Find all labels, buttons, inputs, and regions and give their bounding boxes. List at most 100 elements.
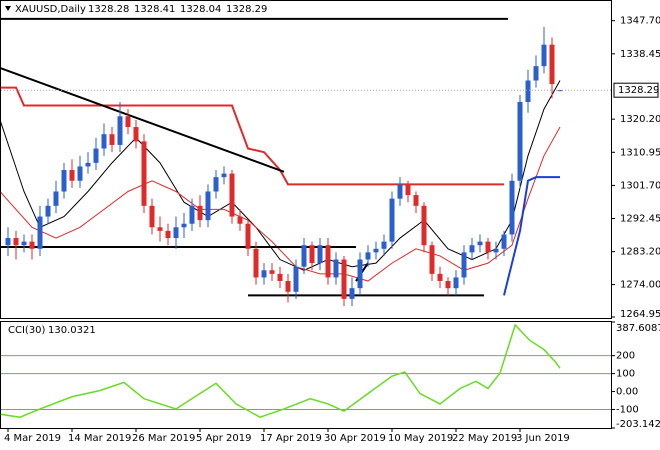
candle-body (157, 227, 163, 231)
candle-body (405, 184, 411, 196)
candle-body (293, 266, 299, 292)
ohlc-value: 1328.04 (180, 4, 221, 15)
candle-body (389, 198, 395, 242)
cci-value: 130.0321 (48, 325, 96, 336)
candle-body (221, 173, 227, 178)
cci-tick-label: 387.6087 (616, 323, 660, 334)
x-tick-label: 5 Apr 2019 (196, 433, 251, 444)
candle-body (5, 238, 11, 246)
x-tick-label: 26 Mar 2019 (132, 433, 195, 444)
candle-body (309, 245, 315, 264)
candle-body (261, 270, 267, 278)
candle-body (285, 281, 291, 292)
ohlc-value: 1328.28 (88, 4, 129, 15)
candle-body (357, 259, 363, 289)
x-tick-label: 17 Apr 2019 (260, 433, 322, 444)
candle-body (253, 248, 259, 278)
candle-body (301, 245, 307, 267)
candle-body (349, 288, 355, 299)
candle-body (109, 134, 115, 145)
candle-body (325, 245, 331, 278)
candle-body (469, 245, 475, 253)
candle-body (525, 80, 531, 102)
candle-body (237, 216, 243, 224)
candle-body (29, 241, 35, 249)
candle-body (509, 180, 515, 235)
x-tick-label: 3 Jun 2019 (516, 433, 570, 444)
y-tick-label: 1347.70 (620, 16, 660, 27)
candle-body (53, 191, 59, 206)
candle-body (125, 116, 131, 128)
trend-line (1, 67, 285, 173)
candle-body (373, 248, 379, 253)
candle-body (413, 195, 419, 206)
candle-body (421, 205, 427, 246)
candle-body (189, 205, 195, 224)
candle-body (149, 205, 155, 228)
candle-body (397, 184, 403, 199)
candle-body (501, 234, 507, 249)
candle-body (437, 273, 443, 282)
cci-line (1, 323, 561, 419)
y-tick-label: 1274.00 (620, 280, 660, 291)
candle-body (165, 230, 171, 239)
candle-body (133, 127, 139, 142)
y-tick-label: 1301.70 (620, 180, 660, 191)
candle-body (213, 177, 219, 192)
candle-body (445, 281, 451, 289)
x-tick-label: 22 May 2019 (452, 433, 517, 444)
candle-body (269, 270, 275, 274)
cci-tick-label: -100 (616, 404, 639, 415)
candle-body (117, 116, 123, 145)
candle-body (229, 173, 235, 217)
y-tick-label: 1320.20 (620, 114, 660, 125)
candle-body (477, 241, 483, 246)
cci-tick-label: 0.00 (616, 387, 638, 398)
candle-body (85, 162, 91, 167)
candle-body (13, 238, 19, 246)
price-box-label: 1328.29 (618, 85, 659, 96)
candle-body (549, 44, 555, 85)
candle-body (141, 141, 147, 206)
candle-body (485, 241, 491, 253)
candle-body (101, 134, 107, 149)
candle-body (45, 205, 51, 217)
candle-body (69, 170, 75, 181)
indicator-line (1, 86, 504, 186)
price-plot (1, 17, 563, 307)
x-tick-label: 14 Mar 2019 (68, 433, 131, 444)
candle-body (77, 166, 83, 181)
candle-body (533, 66, 539, 81)
price-box (613, 82, 659, 98)
candle-body (365, 252, 371, 260)
candle-body (61, 170, 67, 192)
menu-triangle[interactable] (5, 6, 11, 11)
candle-body (317, 245, 323, 264)
candle-body (197, 205, 203, 221)
candle-body (517, 101, 523, 181)
y-tick-label: 1310.95 (620, 147, 660, 158)
candle-body (541, 44, 547, 67)
x-tick-label: 30 Apr 2019 (324, 433, 386, 444)
indicator-line (1, 80, 561, 271)
y-tick-label: 1338.45 (620, 49, 660, 60)
x-tick-label: 4 Mar 2019 (4, 433, 61, 444)
y-tick-label: 1283.20 (620, 247, 660, 258)
candle-body (453, 277, 459, 289)
ohlc-value: 1328.41 (134, 4, 175, 15)
cci-tick-label: 100 (616, 369, 635, 380)
indicator-line (503, 176, 560, 296)
candle-body (21, 241, 27, 246)
x-tick-label: 10 May 2019 (388, 433, 453, 444)
candle-body (277, 273, 283, 282)
candle-body (181, 223, 187, 228)
candle-body (341, 259, 347, 299)
ohlc-value: 1328.29 (226, 4, 267, 15)
cci-panel (0, 321, 612, 429)
cci-tick-label: 200 (616, 351, 635, 362)
y-tick-label: 1292.45 (620, 214, 660, 225)
cci-plot (1, 323, 561, 419)
candle-body (429, 245, 435, 274)
symbol-label: XAUUSD,Daily (15, 4, 86, 15)
candle-body (173, 227, 179, 239)
